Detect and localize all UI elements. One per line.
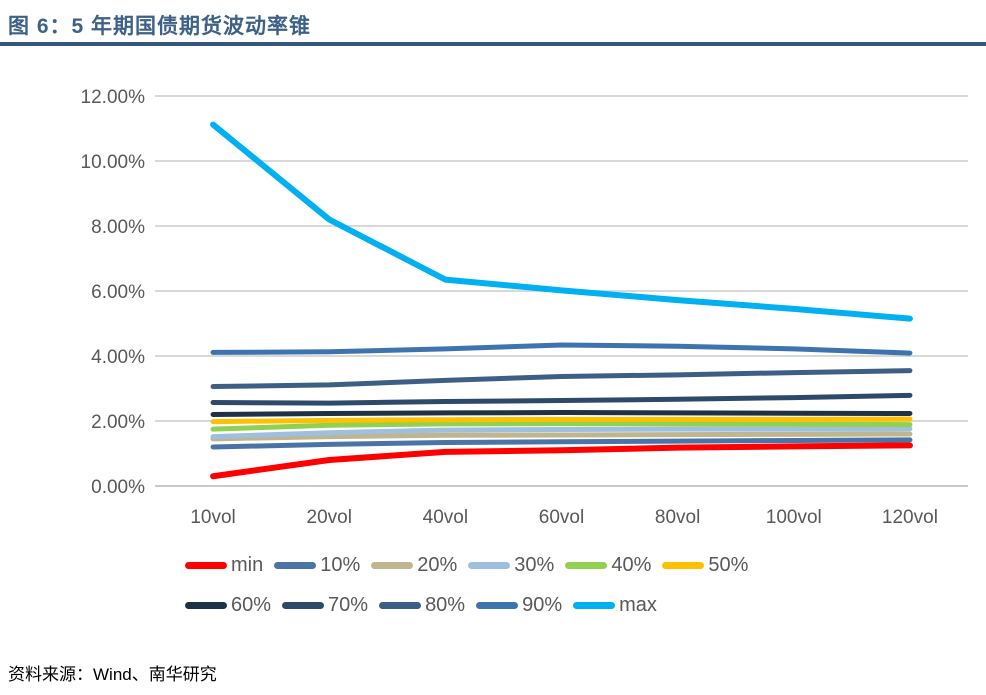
x-axis-label: 20vol xyxy=(307,507,352,528)
series-line-70pct xyxy=(210,392,913,406)
legend-item-30pct: 30% xyxy=(468,554,554,577)
series-line-50pct xyxy=(210,416,913,425)
legend-label-min: min xyxy=(231,554,264,576)
x-axis-label: 60vol xyxy=(539,507,584,528)
legend-swatch-90pct xyxy=(476,602,519,609)
legend-label-10pct: 10% xyxy=(320,554,361,576)
y-tick-label: 4.00% xyxy=(91,347,145,368)
legend-item-20pct: 20% xyxy=(371,554,457,577)
series-line-max xyxy=(210,121,913,322)
legend-label-30pct: 30% xyxy=(514,554,555,576)
series-line-90pct xyxy=(210,342,913,356)
x-axis-label: 120vol xyxy=(882,507,938,528)
legend-label-max: max xyxy=(619,594,657,616)
title-rule xyxy=(0,42,986,46)
legend-item-50pct: 50% xyxy=(662,554,748,577)
legend-label-70pct: 70% xyxy=(328,594,369,616)
legend-item-max: max xyxy=(573,594,657,617)
figure-title: 图 6：5 年期国债期货波动率锥 xyxy=(8,15,312,38)
legend-item-90pct: 90% xyxy=(476,594,562,617)
y-tick-label: 12.00% xyxy=(81,87,146,108)
legend-label-80pct: 80% xyxy=(425,594,466,616)
legend-swatch-max xyxy=(573,602,616,609)
series-line-30pct xyxy=(210,426,913,440)
legend-swatch-20pct xyxy=(371,562,414,569)
legend-swatch-80pct xyxy=(379,602,422,609)
y-tick-label: 2.00% xyxy=(91,412,145,433)
series-line-min xyxy=(210,442,913,480)
legend-row: 60% 70% 80% 90% max xyxy=(185,594,905,617)
legend-swatch-10pct xyxy=(274,562,317,569)
y-tick-label: 0.00% xyxy=(91,477,145,498)
y-tick-label: 8.00% xyxy=(91,217,145,238)
series-line-40pct xyxy=(210,421,913,432)
legend-label-40pct: 40% xyxy=(611,554,652,576)
legend-swatch-60pct xyxy=(185,602,227,609)
legend-label-50pct: 50% xyxy=(708,554,749,576)
legend-label-60pct: 60% xyxy=(231,594,272,616)
y-tick-label: 6.00% xyxy=(91,282,145,303)
legend-swatch-70pct xyxy=(282,602,325,609)
legend-item-60pct: 60% xyxy=(185,594,271,617)
legend-label-20pct: 20% xyxy=(417,554,458,576)
legend-item-80pct: 80% xyxy=(379,594,465,617)
y-tick-label: 10.00% xyxy=(81,152,146,173)
legend-swatch-40pct xyxy=(565,562,608,569)
legend-item-10pct: 10% xyxy=(274,554,360,577)
legend-label-90pct: 90% xyxy=(522,594,563,616)
legend-swatch-30pct xyxy=(468,562,511,569)
x-axis-label: 80vol xyxy=(655,507,700,528)
chart-legend: min 10% 20% 30% 40% 50% 60% 70% 80% 90% max xyxy=(185,554,905,634)
legend-item-70pct: 70% xyxy=(282,594,368,617)
legend-swatch-min xyxy=(185,562,227,569)
series-line-20pct xyxy=(210,431,913,442)
x-axis-label: 10vol xyxy=(190,507,235,528)
series-line-60pct xyxy=(210,410,913,417)
legend-row: min 10% 20% 30% 40% 50% xyxy=(185,554,905,577)
x-axis-label: 40vol xyxy=(423,507,468,528)
legend-item-40pct: 40% xyxy=(565,554,651,577)
x-axis-label: 100vol xyxy=(766,507,822,528)
source-note: 资料来源：Wind、南华研究 xyxy=(8,665,217,684)
volatility-cone-chart: 0.00% 2.00% 4.00% 6.00% 8.00% 10.00% 12.00% 10v… xyxy=(81,87,968,528)
series-line-10pct xyxy=(210,437,913,450)
legend-swatch-50pct xyxy=(662,562,705,569)
series-line-80pct xyxy=(210,368,913,390)
legend-item-min: min xyxy=(185,554,263,577)
